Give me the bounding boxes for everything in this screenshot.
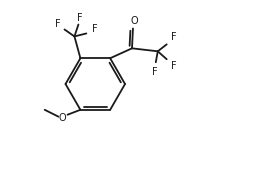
Text: F: F — [171, 61, 177, 71]
Text: F: F — [152, 67, 158, 77]
Text: F: F — [55, 19, 60, 29]
Text: F: F — [171, 32, 177, 42]
Text: O: O — [130, 15, 138, 26]
Text: F: F — [93, 24, 98, 34]
Text: O: O — [59, 113, 66, 123]
Text: F: F — [77, 13, 82, 23]
